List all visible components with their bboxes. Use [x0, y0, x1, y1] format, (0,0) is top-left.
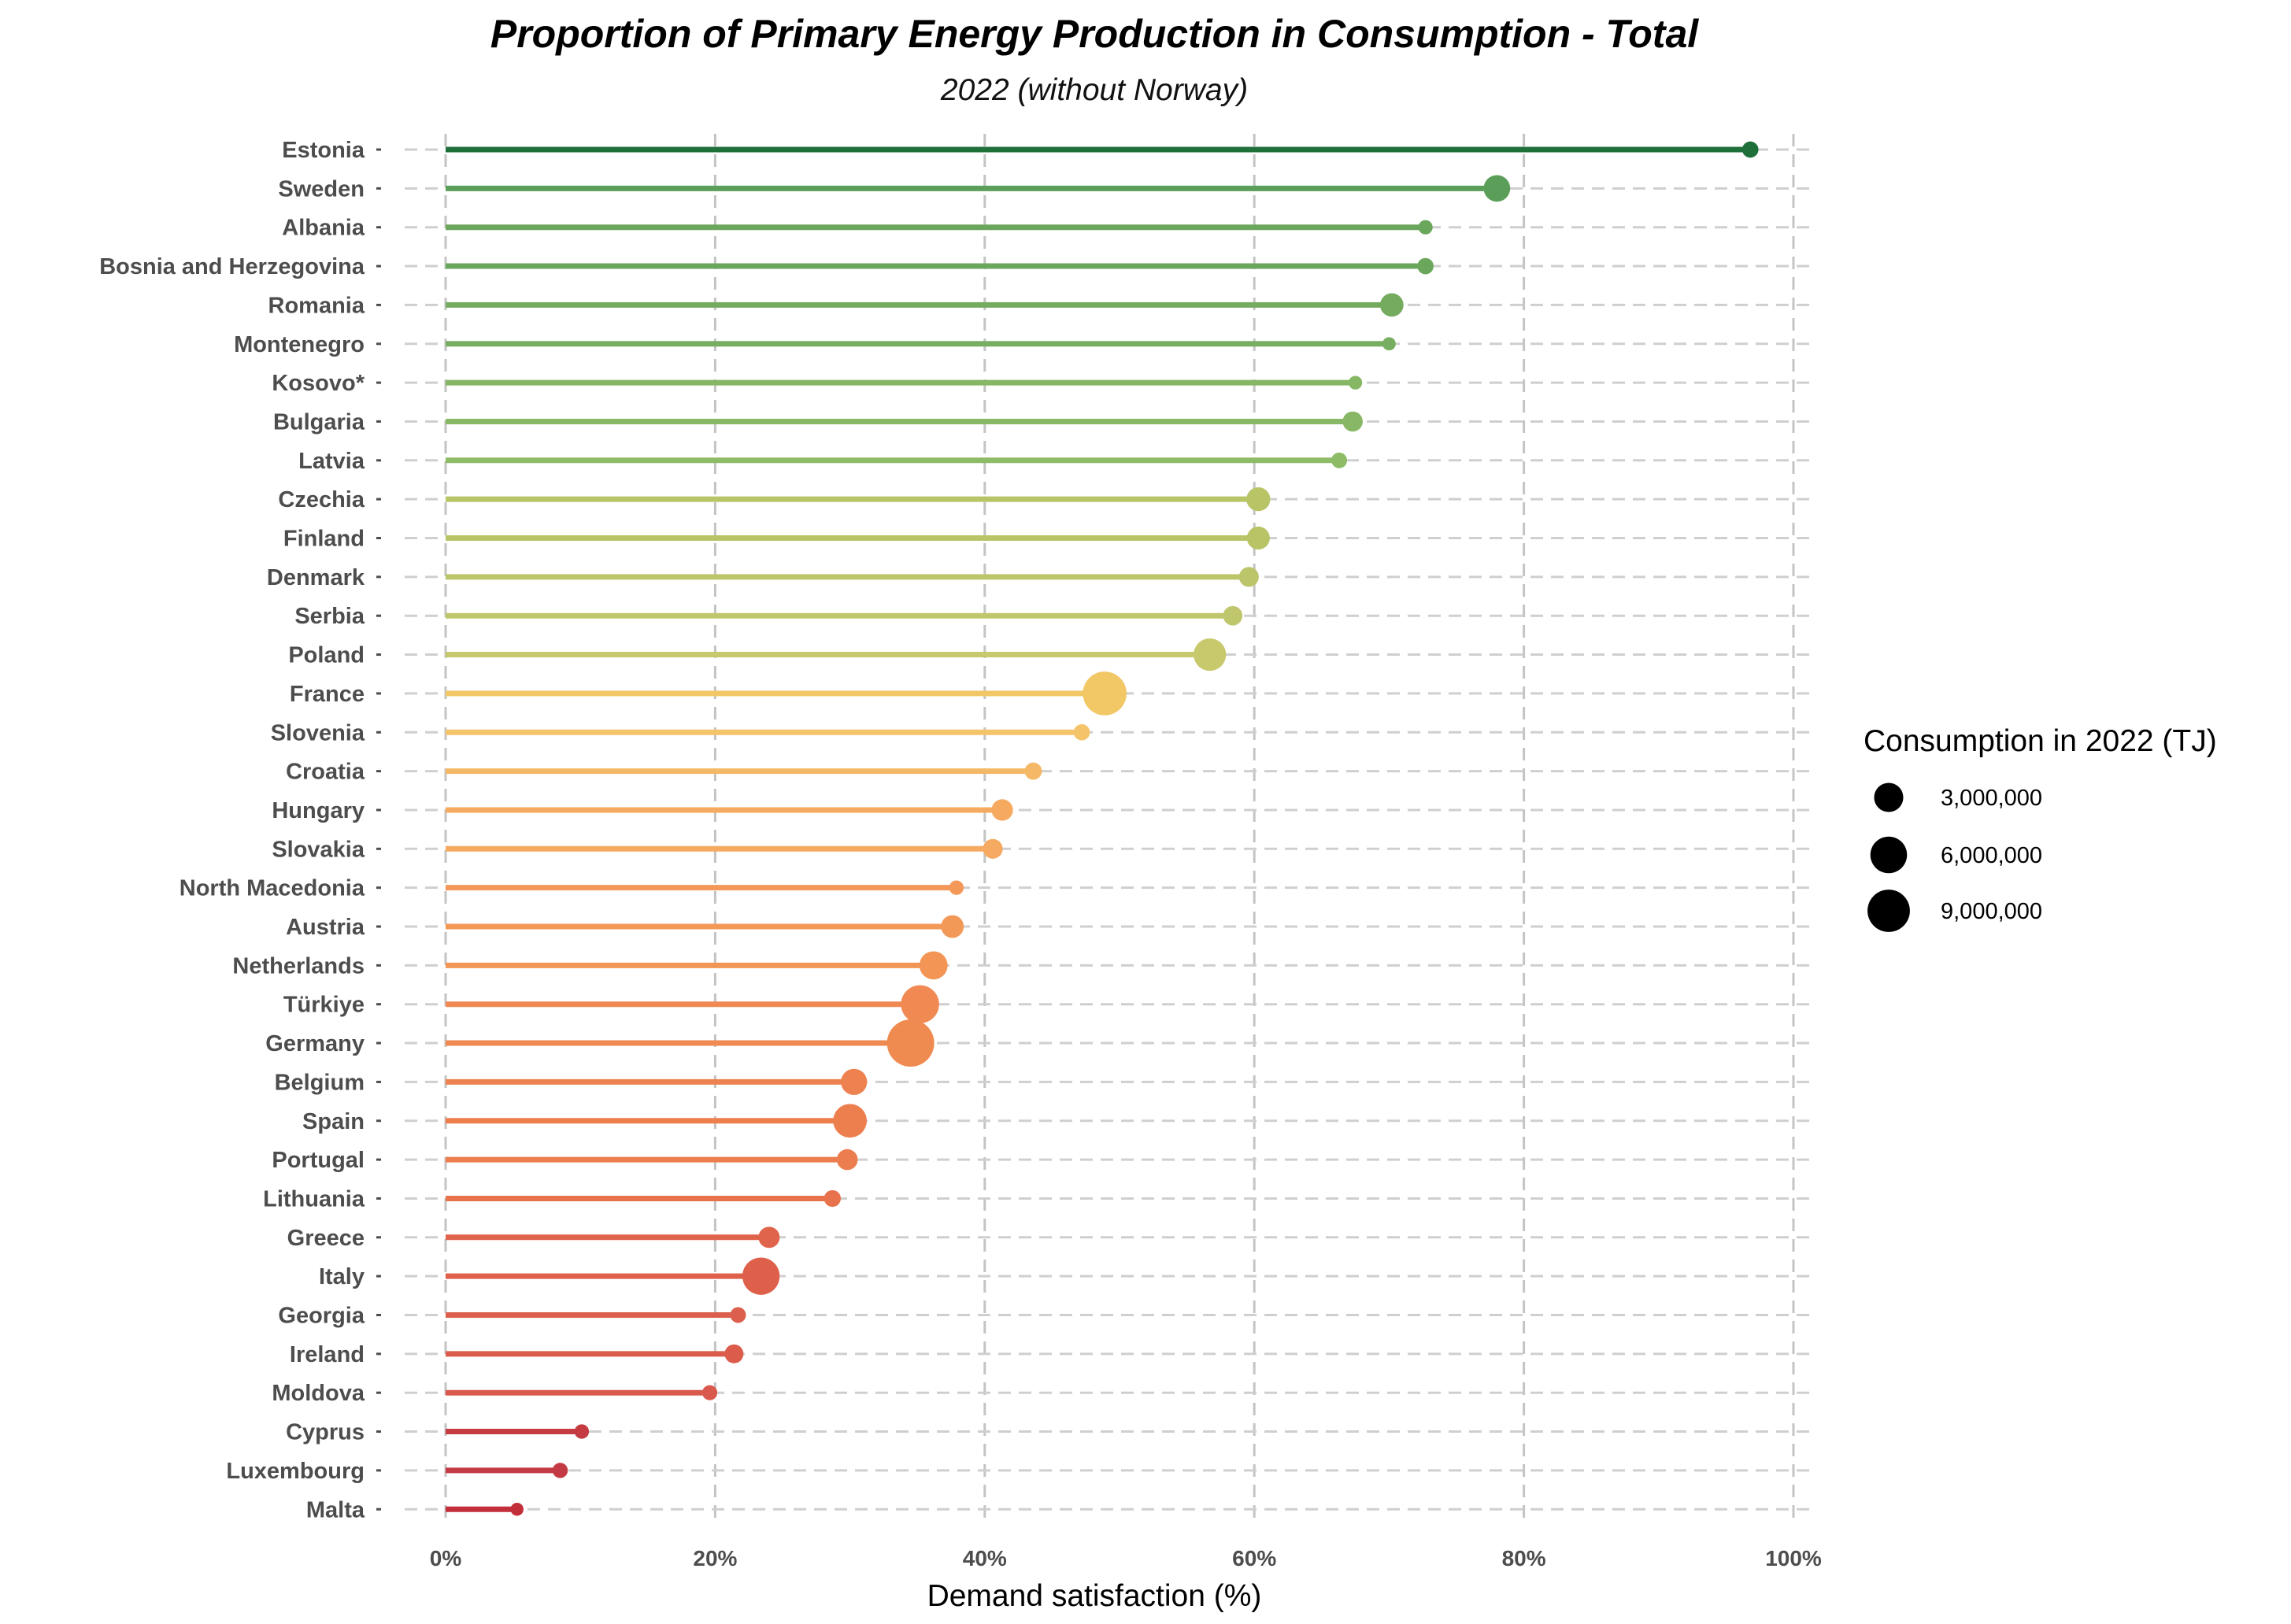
- y-tick-label: Croatia: [286, 760, 365, 785]
- point-slovenia: [1073, 723, 1090, 741]
- legend-size-label: 6,000,000: [1941, 843, 2042, 868]
- x-tick-label: 20%: [693, 1546, 737, 1570]
- point-bosnia-and-herzegovina: [1417, 257, 1434, 275]
- y-tick-label: Malta: [306, 1497, 365, 1522]
- y-tick-label: Slovenia: [271, 720, 365, 745]
- point-spain: [833, 1104, 867, 1138]
- point-france: [1083, 671, 1127, 716]
- y-tick-label: Sweden: [278, 176, 365, 202]
- x-tick-label: 40%: [963, 1546, 1007, 1570]
- y-tick-label: Estonia: [282, 138, 365, 163]
- y-tick-label: Portugal: [272, 1148, 365, 1173]
- point-serbia: [1223, 605, 1243, 626]
- y-tick-label: Türkiye: [283, 993, 365, 1018]
- y-tick-label: Czechia: [278, 487, 365, 512]
- point-sweden: [1483, 175, 1511, 202]
- y-tick-label: Kosovo*: [272, 371, 365, 396]
- y-axis-labels: Estonia Sweden Albania Bosnia and Herzegovi…: [99, 138, 365, 1522]
- y-tick-label: Latvia: [298, 449, 365, 474]
- point-germany: [886, 1019, 935, 1067]
- point-italy: [742, 1257, 780, 1295]
- point-finland: [1246, 526, 1270, 550]
- y-tick-label: Luxembourg: [226, 1459, 365, 1484]
- y-tick-label: Belgium: [275, 1070, 365, 1095]
- point-greece: [758, 1226, 780, 1249]
- point-kosovo-: [1348, 375, 1363, 390]
- point-belgium: [841, 1068, 868, 1096]
- y-tick-label: Netherlands: [232, 953, 365, 978]
- point-croatia: [1024, 762, 1042, 780]
- point-slovakia: [983, 838, 1003, 859]
- point-estonia: [1741, 141, 1759, 158]
- point-moldova: [701, 1385, 718, 1400]
- y-tick-label: Denmark: [267, 565, 365, 590]
- point-hungary: [991, 799, 1013, 821]
- point-montenegro: [1382, 337, 1396, 351]
- y-tick-label: Austria: [286, 915, 365, 940]
- x-tick-label: 80%: [1502, 1546, 1546, 1570]
- legend-size-symbol: [1874, 782, 1904, 812]
- y-tick-label: Spain: [302, 1109, 365, 1134]
- point-czechia: [1246, 487, 1271, 512]
- legend-title: Consumption in 2022 (TJ): [1864, 724, 2217, 758]
- y-tick-label: Greece: [287, 1226, 365, 1251]
- point-bulgaria: [1342, 411, 1363, 432]
- y-tick-label: Bosnia and Herzegovina: [99, 254, 365, 279]
- y-tick-label: Finland: [283, 527, 365, 552]
- size-legend: Consumption in 2022 (TJ) 3,000,000 6,000,…: [1864, 724, 2217, 932]
- point-lithuania: [824, 1189, 841, 1208]
- legend-size-symbol: [1870, 836, 1908, 874]
- y-tick-label: Moldova: [272, 1381, 365, 1406]
- y-tick-label: Slovakia: [272, 837, 365, 862]
- x-axis-tick-labels: 0% 20% 40% 60% 80% 100%: [430, 1546, 1822, 1570]
- point-netherlands: [919, 951, 948, 980]
- point-latvia: [1331, 452, 1348, 468]
- point-luxembourg: [552, 1463, 568, 1478]
- point-romania: [1379, 293, 1404, 317]
- y-tick-label: Serbia: [294, 604, 365, 629]
- point-malta: [510, 1503, 524, 1516]
- point-denmark: [1238, 567, 1259, 587]
- y-tick-label: Poland: [288, 643, 365, 668]
- point-albania: [1418, 220, 1433, 235]
- point-austria: [941, 915, 964, 938]
- x-tick-label: 100%: [1765, 1546, 1822, 1570]
- y-tick-label: Italy: [319, 1264, 365, 1289]
- x-axis-title: Demand satisfaction (%): [927, 1579, 1262, 1613]
- y-tick-label: France: [290, 682, 365, 707]
- y-tick-label: Georgia: [278, 1304, 365, 1329]
- y-tick-label: Germany: [265, 1031, 365, 1056]
- point-portugal: [836, 1149, 858, 1171]
- legend-size-label: 3,000,000: [1941, 786, 2042, 811]
- x-tick-label: 0%: [430, 1546, 462, 1570]
- chart-subtitle: 2022 (without Norway): [940, 73, 1248, 107]
- point-north-macedonia: [949, 880, 964, 895]
- x-tick-label: 60%: [1232, 1546, 1276, 1570]
- point-ireland: [724, 1344, 744, 1363]
- legend-size-label: 9,000,000: [1941, 899, 2042, 924]
- legend-size-symbol: [1867, 890, 1910, 932]
- y-tick-label: Lithuania: [263, 1186, 365, 1212]
- point-georgia: [730, 1307, 746, 1323]
- y-tick-label: North Macedonia: [180, 876, 365, 901]
- y-tick-label: Bulgaria: [273, 409, 365, 435]
- y-tick-label: Albania: [282, 216, 365, 241]
- lollipop-stems: [446, 146, 1751, 1512]
- lollipop-points: [510, 141, 1759, 1516]
- y-tick-label: Hungary: [272, 798, 365, 823]
- chart-title: Proportion of Primary Energy Production …: [490, 12, 1699, 56]
- point-t-rkiye: [901, 985, 939, 1023]
- y-tick-label: Romania: [268, 293, 365, 318]
- y-tick-label: Cyprus: [286, 1420, 365, 1445]
- y-tick-label: Montenegro: [234, 332, 365, 357]
- y-tick-label: Ireland: [290, 1342, 365, 1367]
- point-cyprus: [574, 1424, 590, 1439]
- point-poland: [1194, 638, 1227, 671]
